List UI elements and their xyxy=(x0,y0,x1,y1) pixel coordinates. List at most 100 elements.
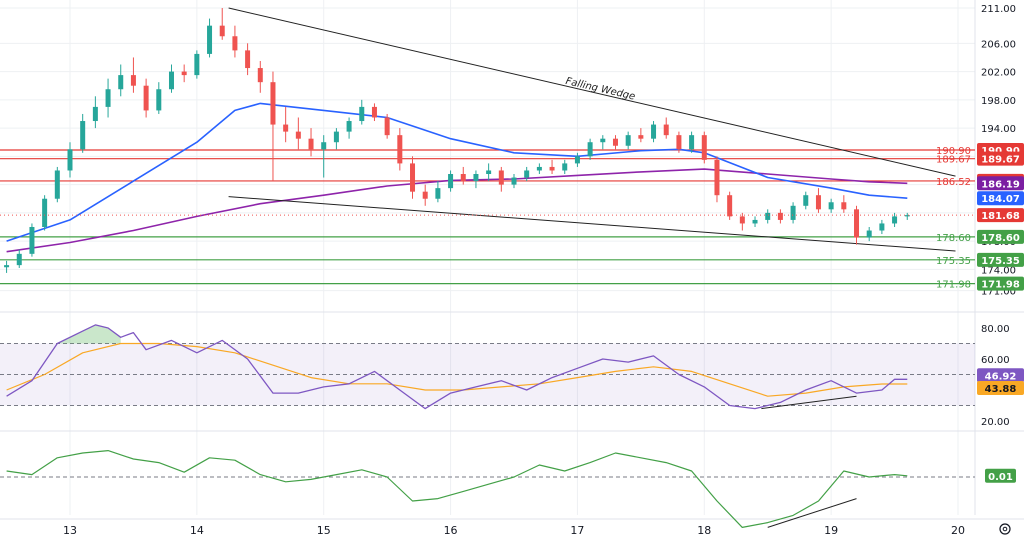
price-tag-label: 178.60 xyxy=(981,233,1020,244)
candle-body xyxy=(168,71,174,90)
candle xyxy=(574,152,580,167)
candle-body xyxy=(866,230,872,238)
candle xyxy=(283,106,289,143)
candle xyxy=(689,131,695,153)
moving-averages xyxy=(6,102,908,253)
candlesticks xyxy=(4,8,910,273)
price-tag: 178.60 xyxy=(977,229,1024,244)
rsi-pane xyxy=(0,324,975,410)
candle xyxy=(663,117,669,139)
wedge-upper-line xyxy=(228,7,956,177)
time-axis[interactable]: 13 14 15 16 17 18 19 20 xyxy=(63,524,965,537)
candle xyxy=(790,202,796,224)
candle-body xyxy=(587,142,593,157)
candle xyxy=(156,82,162,114)
candle-body xyxy=(67,149,73,171)
candle-body xyxy=(689,135,695,150)
candle-body xyxy=(194,53,200,76)
candle xyxy=(168,64,174,93)
candle xyxy=(676,131,682,153)
candle-body xyxy=(473,174,479,182)
candle xyxy=(54,166,60,203)
candle xyxy=(739,212,745,231)
rsi-value-tag-box xyxy=(977,380,1024,395)
rsi-overbought-fill xyxy=(57,324,121,344)
candle xyxy=(854,205,860,245)
time-tick-label: 15 xyxy=(317,524,331,537)
rsi-line xyxy=(6,324,908,410)
candle-body xyxy=(283,124,289,132)
time-tick-label: 14 xyxy=(190,524,204,537)
price-axis[interactable]: 211.00206.00202.00198.00194.00190.00186.… xyxy=(977,4,1024,483)
candle-body xyxy=(4,265,10,268)
candle xyxy=(701,131,707,164)
level-label: 190.90 xyxy=(936,146,971,157)
candle xyxy=(207,18,213,58)
candle-body xyxy=(359,106,365,122)
candle-body xyxy=(511,177,517,185)
gear-icon-center xyxy=(1002,526,1008,532)
candle xyxy=(587,138,593,160)
candle xyxy=(219,8,225,40)
candle xyxy=(29,223,35,257)
candle xyxy=(371,103,377,122)
candle-body xyxy=(803,195,809,206)
rsi-tick-label: 80.00 xyxy=(981,324,1010,335)
candle-body xyxy=(410,163,416,192)
candle-body xyxy=(904,215,910,217)
price-tag-box xyxy=(977,176,1024,191)
price-tag-box xyxy=(977,191,1024,206)
candle xyxy=(638,128,644,143)
price-tag: 184.07 xyxy=(977,191,1024,206)
candle-body xyxy=(815,195,821,210)
candle-body xyxy=(701,135,707,160)
candle-body xyxy=(92,106,98,122)
candle xyxy=(245,43,251,76)
price-tag-label: 184.07 xyxy=(981,194,1020,205)
rsi-value-tag-box xyxy=(977,368,1024,383)
price-tag-label: 189.67 xyxy=(981,155,1020,166)
momentum-pane xyxy=(0,450,975,528)
time-tick-label: 18 xyxy=(697,524,711,537)
candle xyxy=(232,25,238,58)
candle xyxy=(828,198,834,213)
momentum-line xyxy=(6,450,908,528)
price-tick-label: 194.00 xyxy=(981,124,1016,135)
candle-body xyxy=(879,223,885,231)
candle xyxy=(384,113,390,139)
candle xyxy=(422,184,428,206)
level-label: 175.35 xyxy=(936,256,971,267)
candle-body xyxy=(663,124,669,136)
candle-body xyxy=(232,36,238,51)
candle xyxy=(181,64,187,83)
candle-body xyxy=(257,68,263,83)
candle xyxy=(460,166,466,185)
candle-body xyxy=(371,106,377,118)
ma-blue-line xyxy=(6,102,908,242)
gear-icon xyxy=(999,523,1011,535)
candle-body xyxy=(651,124,657,139)
candle-body xyxy=(854,209,860,238)
candle xyxy=(130,57,136,93)
price-tag: 189.67 xyxy=(977,151,1024,166)
price-tag-box xyxy=(977,276,1024,291)
candle-body xyxy=(765,212,771,220)
settings-icon[interactable] xyxy=(999,523,1011,535)
price-tag-box xyxy=(977,252,1024,267)
momentum-value-tag-box xyxy=(985,468,1016,483)
candle xyxy=(815,188,821,213)
rsi-value-tag: 43.88 xyxy=(977,380,1024,395)
candle-body xyxy=(777,212,783,220)
candle-body xyxy=(219,25,225,37)
candle-body xyxy=(625,135,631,146)
candle xyxy=(892,212,898,227)
momentum-value-tag: 0.01 xyxy=(985,468,1016,483)
candle-body xyxy=(638,135,644,139)
candle xyxy=(727,191,733,220)
candle-body xyxy=(600,138,606,143)
candle-body xyxy=(752,219,758,224)
candle xyxy=(549,159,555,175)
candle xyxy=(105,78,111,118)
candle xyxy=(625,131,631,150)
